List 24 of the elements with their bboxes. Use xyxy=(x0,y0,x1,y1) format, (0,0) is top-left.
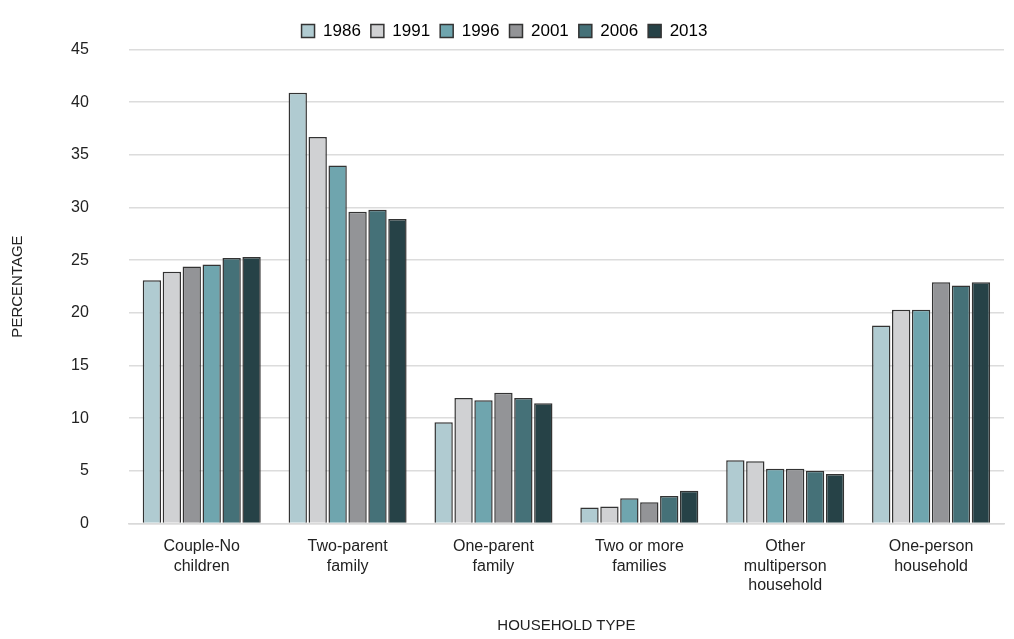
y-tick-label: 30 xyxy=(71,197,89,215)
x-tick-label: Other multiperson household xyxy=(743,537,827,593)
x-tick-label: One-parent family xyxy=(453,537,535,574)
legend-label: 1996 xyxy=(461,20,500,40)
legend-label: 2001 xyxy=(531,20,569,40)
x-tick-label: One-person household xyxy=(888,537,974,574)
legend-label: 1991 xyxy=(392,20,431,40)
x-tick-label: Two or more families xyxy=(594,537,684,574)
legend-label: 1986 xyxy=(323,20,361,40)
x-axis-title: HOUSEHOLD TYPE xyxy=(497,616,636,634)
x-tick-label: Two-parent family xyxy=(307,537,389,574)
y-tick-label: 10 xyxy=(71,408,89,426)
y-axis-title: PERCENTAGE xyxy=(8,235,26,338)
y-tick-label: 15 xyxy=(71,355,89,373)
y-tick-label: 25 xyxy=(71,250,89,268)
x-tick-label: Couple-No children xyxy=(163,537,241,574)
legend-label: 2013 xyxy=(669,20,708,40)
y-tick-label: 20 xyxy=(71,303,89,321)
y-tick-label: 45 xyxy=(71,40,89,58)
y-tick-label: 40 xyxy=(71,92,89,110)
y-tick-label: 0 xyxy=(79,513,89,531)
legend-label: 2006 xyxy=(600,20,639,40)
y-tick-label: 35 xyxy=(71,145,89,163)
y-tick-label: 5 xyxy=(79,461,89,479)
